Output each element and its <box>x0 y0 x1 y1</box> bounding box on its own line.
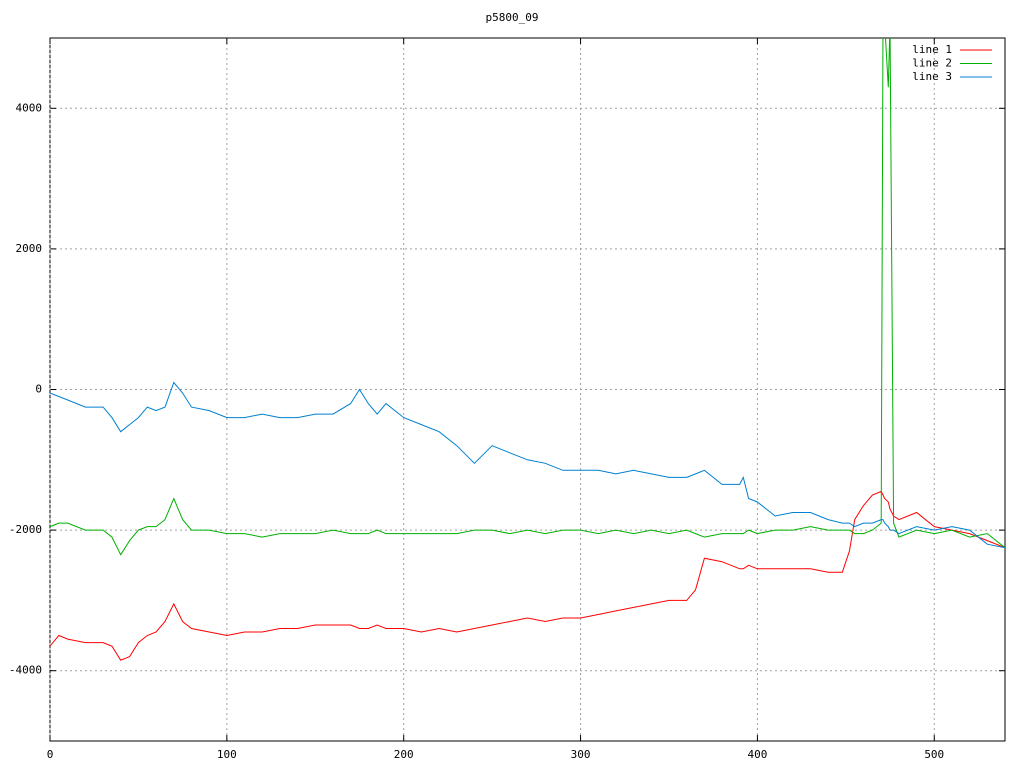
y-tick-label: 0 <box>35 383 42 396</box>
y-tick-label: 2000 <box>16 242 43 255</box>
y-tick-label: -4000 <box>9 664 42 677</box>
y-tick-label: -2000 <box>9 523 42 536</box>
series-line <box>50 381 1005 549</box>
legend-label: line 2 <box>912 57 952 70</box>
legend-label: line 3 <box>912 70 952 83</box>
x-tick-label: 0 <box>47 748 54 761</box>
legend-label: line 1 <box>912 43 952 56</box>
x-tick-label: 500 <box>924 748 944 761</box>
x-tick-label: 400 <box>747 748 767 761</box>
x-tick-label: 200 <box>394 748 414 761</box>
x-tick-label: 300 <box>571 748 591 761</box>
series-line <box>50 490 1005 661</box>
chart-title: p5800_09 <box>486 11 539 24</box>
y-tick-label: 4000 <box>16 101 43 114</box>
series-line <box>50 38 1005 556</box>
x-tick-label: 100 <box>217 748 237 761</box>
